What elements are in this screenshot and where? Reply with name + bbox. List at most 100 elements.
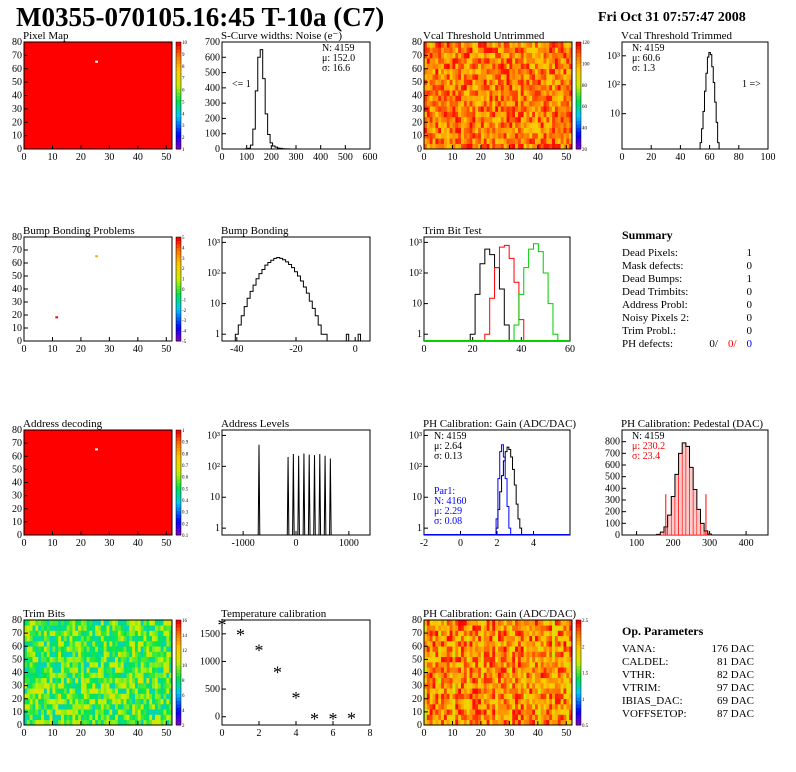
heatmap-cell (443, 68, 448, 75)
palette-cell (576, 704, 581, 708)
heatmap-cell (166, 704, 170, 710)
heatmap-cell (58, 646, 62, 652)
palette-cell (176, 503, 181, 508)
heatmap-cell (449, 138, 453, 144)
heatmap-cell (469, 63, 473, 70)
palette-frame (175, 236, 182, 342)
heatmap-cell (492, 84, 496, 91)
heatmap-cell (86, 625, 90, 631)
heatmap-cell (546, 143, 550, 150)
heatmap-cell (458, 641, 462, 647)
noise-histogram (244, 49, 291, 150)
heatmap-cell (517, 100, 522, 107)
heatmap-cell (435, 143, 439, 150)
heatmap-cell (152, 635, 156, 642)
heatmap-cell (552, 100, 556, 107)
heatmap-cell (560, 625, 564, 631)
heatmap-cell (492, 688, 496, 694)
heatmap-cell (441, 52, 445, 59)
heatmap-cell (461, 651, 465, 658)
heatmap-cell (526, 630, 530, 637)
heatmap-cell (526, 52, 530, 59)
heatmap-cell (149, 662, 153, 668)
heatmap-cell (95, 656, 99, 663)
palette-cell (176, 127, 181, 132)
heatmap-cell (526, 111, 530, 118)
heatmap-cell (446, 683, 450, 689)
heatmap-cell (478, 698, 482, 705)
heatmap-cell (26, 704, 30, 710)
heatmap-cell (480, 74, 485, 80)
heatmap-cell (520, 95, 524, 102)
pedestal-bar (692, 489, 698, 536)
palette-cell (176, 662, 181, 666)
heatmap-cell (46, 630, 50, 637)
heatmap-cell (455, 719, 459, 726)
heatmap-cell (540, 116, 544, 123)
heatmap-cell (43, 620, 48, 626)
heatmap-cell (475, 100, 479, 107)
heatmap-cell (543, 677, 547, 684)
palette-cell (176, 254, 181, 259)
heatmap-cell (435, 641, 439, 647)
heatmap-cell (78, 620, 82, 626)
heatmap-cell (46, 698, 50, 705)
heatmap-cell (438, 709, 442, 715)
heatmap-cell (506, 688, 510, 694)
heatmap-cell (512, 90, 516, 96)
heatmap-cell (424, 111, 428, 118)
heatmap-cell (472, 630, 476, 637)
heatmap-cell (103, 714, 107, 721)
heatmap-cell (517, 656, 522, 663)
palette-label: 2.5 (582, 619, 589, 624)
x-tick-label: 20 (468, 344, 478, 355)
heatmap-cell (486, 138, 490, 144)
heatmap-cell (526, 90, 530, 96)
heatmap-cell (426, 620, 430, 626)
heatmap-cell (103, 656, 107, 663)
heatmap-cell (132, 667, 136, 673)
heatmap-cell (32, 719, 36, 726)
heatmap-cell (526, 698, 530, 705)
heatmap-cell (529, 100, 533, 107)
palette-cell (176, 489, 181, 494)
heatmap-cell (140, 620, 144, 626)
heatmap-cell (520, 58, 524, 64)
heatmap-cell (446, 620, 450, 626)
heatmap-cell (480, 667, 485, 673)
heatmap-cell (560, 47, 564, 53)
heatmap-cell (543, 693, 547, 700)
heatmap-cell (123, 698, 127, 705)
heatmap-cell (160, 646, 164, 652)
heatmap-cell (117, 646, 122, 652)
heatmap-cell (472, 646, 476, 652)
heatmap-cell (24, 635, 28, 642)
heatmap-cell (463, 106, 467, 112)
heatmap-cell (452, 698, 456, 705)
heatmap-cell (41, 662, 45, 668)
heatmap-cell (426, 693, 430, 700)
heatmap-cell (169, 683, 173, 689)
heatmap-cell (426, 646, 430, 652)
palette-cell (176, 102, 181, 107)
heatmap-cell (472, 635, 476, 642)
heatmap-cell (455, 677, 459, 684)
heatmap-cell (75, 672, 79, 679)
heatmap-cell (157, 630, 161, 637)
heatmap-cell (509, 84, 513, 91)
heatmap-cell (495, 100, 499, 107)
heatmap-cell (52, 714, 56, 721)
heatmap-cell (455, 625, 459, 631)
heatmap-cell (512, 127, 516, 134)
heatmap-cell (443, 100, 448, 107)
heatmap-cell (166, 651, 170, 658)
heatmap-cell (152, 625, 156, 631)
heatmap-cell (69, 641, 73, 647)
y-tick-label: 0 (17, 144, 22, 155)
heatmap-cell (55, 641, 59, 647)
heatmap-cell (435, 651, 439, 658)
heatmap-cell (552, 143, 556, 150)
heatmap-cell (424, 698, 428, 705)
param-label: VTRIM: (622, 682, 661, 694)
heatmap-cell (554, 84, 559, 91)
